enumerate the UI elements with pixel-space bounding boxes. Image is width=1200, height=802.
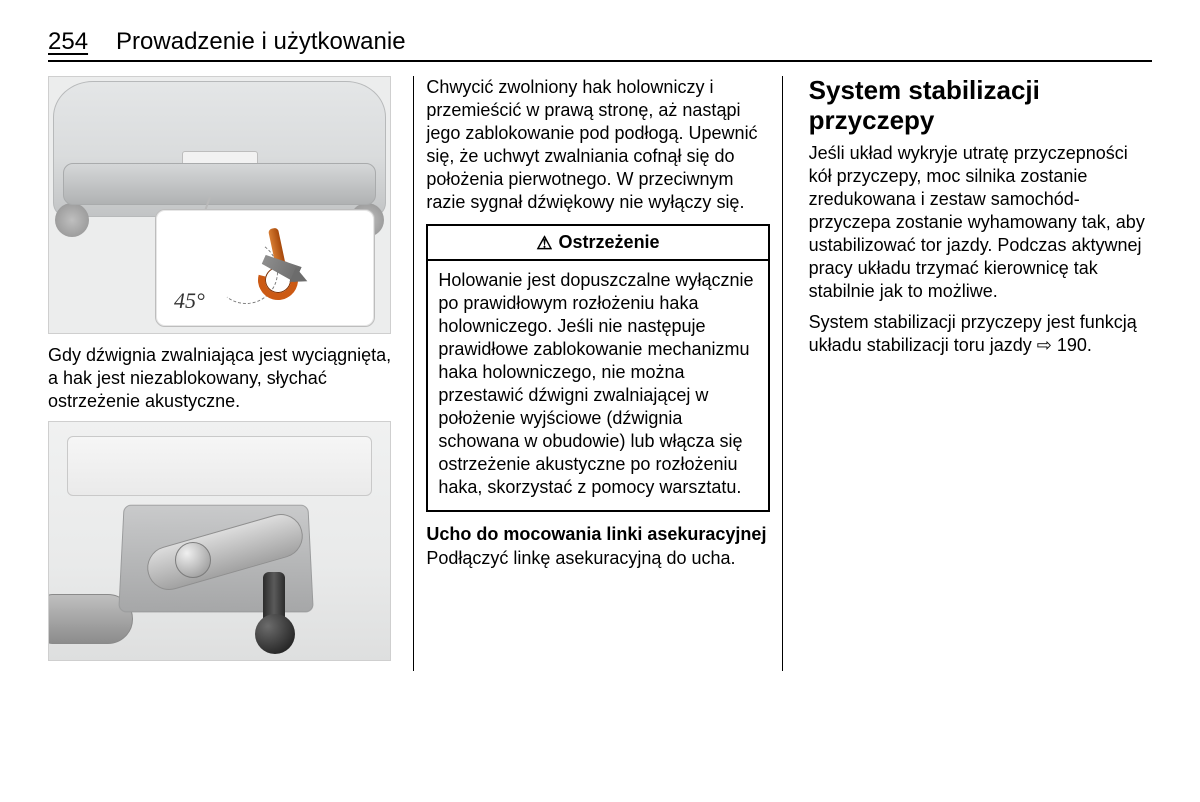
wheel-left: [55, 203, 89, 237]
column-right: System stabilizacji przyczepy Jeśli ukła…: [799, 76, 1152, 671]
col2-paragraph-2: Podłączyć linkę asekuracyjną do ucha.: [426, 547, 769, 570]
col3-paragraph-1: Jeśli układ wykryje utratę przyczepności…: [809, 142, 1152, 303]
warning-icon: ⚠: [536, 234, 552, 252]
figure-tow-ball: [48, 421, 391, 661]
panel-edge: [67, 436, 372, 496]
warning-body: Holowanie jest dopuszczalne wyłącznie po…: [428, 261, 767, 509]
page-number: 254: [48, 28, 88, 56]
warning-header: ⚠ Ostrzeżenie: [428, 226, 767, 261]
figure-release-lever: 45°: [48, 76, 391, 334]
col2-paragraph-1: Chwycić zwolniony hak holowniczy i przem…: [426, 76, 769, 214]
callout-box: 45°: [155, 209, 375, 327]
cross-ref-page: 190.: [1057, 335, 1092, 355]
page-header: 254 Prowadzenie i użytkowanie: [48, 28, 1152, 62]
warning-box: ⚠ Ostrzeżenie Holowanie jest dopuszczaln…: [426, 224, 769, 511]
column-middle: Chwycić zwolniony hak holowniczy i przem…: [413, 76, 782, 671]
rear-bumper: [63, 163, 376, 205]
col3-paragraph-2: System stabilizacji przyczepy jest funkc…: [809, 311, 1152, 357]
content-columns: 45° Gdy dźwignia zwalniająca jest wyciąg…: [48, 76, 1152, 671]
section-title: Prowadzenie i użytkowanie: [116, 28, 406, 56]
col3-heading: System stabilizacji przyczepy: [809, 76, 1152, 136]
angle-label: 45°: [174, 288, 205, 314]
cross-ref-icon: ⇨: [1037, 334, 1052, 357]
col1-paragraph-1: Gdy dźwignia zwalniająca jest wyciągnięt…: [48, 344, 391, 413]
column-left: 45° Gdy dźwignia zwalniająca jest wyciąg…: [48, 76, 397, 671]
manual-page: 254 Prowadzenie i użytkowanie: [0, 0, 1200, 802]
tow-ball: [255, 614, 295, 654]
warning-title: Ostrzeżenie: [559, 232, 660, 253]
pivot-bolt: [175, 542, 211, 578]
col2-subheading: Ucho do mocowania linki asekuracyjnej: [426, 524, 769, 545]
